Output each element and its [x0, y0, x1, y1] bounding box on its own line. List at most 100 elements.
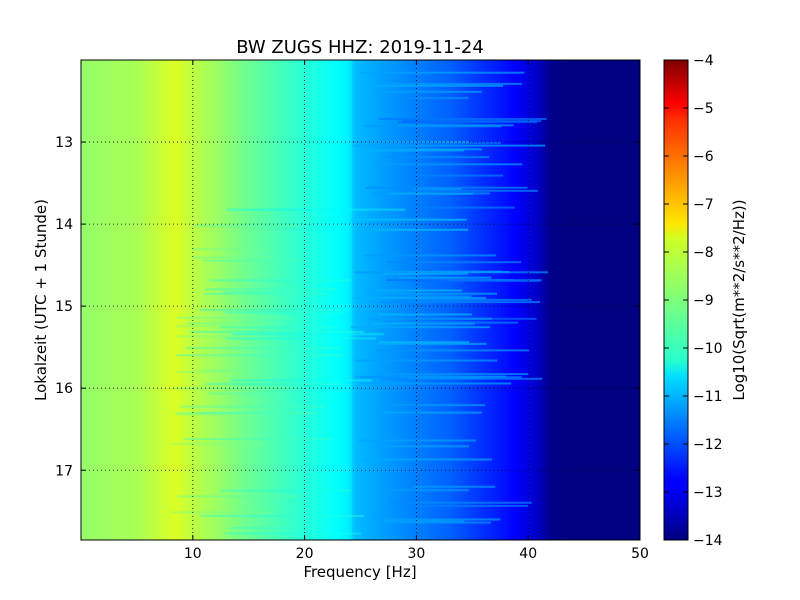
- heatmap-streak: [410, 206, 515, 209]
- heatmap-column: [285, 60, 289, 540]
- heatmap: [81, 60, 640, 540]
- y-tick-label: 16: [55, 381, 73, 397]
- x-axis-label: Frequency [Hz]: [303, 563, 416, 581]
- heatmap-streak: [192, 248, 266, 251]
- heatmap-column: [187, 60, 191, 540]
- y-tick-label: 17: [55, 463, 73, 479]
- y-tick-label: 15: [55, 299, 73, 315]
- colorbar-tick-label: −10: [693, 341, 723, 357]
- heatmap-streak: [171, 511, 274, 514]
- heatmap-column: [156, 60, 160, 540]
- heatmap-column: [122, 60, 127, 540]
- heatmap-column: [290, 60, 295, 540]
- heatmap-column: [240, 60, 244, 540]
- colorbar-tick-label: −5: [693, 101, 714, 117]
- heatmap-streak: [375, 373, 529, 376]
- heatmap-streak: [373, 90, 482, 93]
- heatmap-column: [176, 60, 180, 540]
- heatmap-column: [162, 60, 166, 540]
- heatmap-column: [394, 60, 398, 540]
- y-tick-label: 13: [55, 135, 73, 151]
- heatmap-column: [209, 60, 213, 540]
- heatmap-streak: [400, 189, 538, 192]
- heatmap-column: [296, 60, 300, 540]
- heatmap-column: [254, 60, 258, 540]
- heatmap-streak: [397, 124, 514, 127]
- heatmap-streak: [390, 521, 491, 524]
- heatmap-column: [380, 60, 384, 540]
- heatmap-column: [97, 60, 102, 540]
- heatmap-streak: [176, 335, 260, 338]
- heatmap-column: [108, 60, 113, 540]
- heatmap-column: [94, 60, 99, 540]
- heatmap-column: [206, 60, 211, 540]
- heatmap-streak: [390, 501, 532, 504]
- heatmap-column: [564, 60, 568, 540]
- heatmap-streak: [208, 392, 290, 395]
- colorbar-label: Log10(Sqrt(m**2/s**2/Hz)): [730, 199, 748, 400]
- heatmap-column: [371, 60, 376, 540]
- heatmap-streak: [386, 295, 472, 298]
- heatmap-column: [542, 60, 546, 540]
- heatmap-column: [603, 60, 608, 540]
- heatmap-column: [83, 60, 88, 540]
- heatmap-column: [617, 60, 622, 540]
- heatmap-streak: [352, 297, 487, 300]
- heatmap-column: [170, 60, 174, 540]
- heatmap-streak: [209, 279, 351, 282]
- heatmap-column: [203, 60, 208, 540]
- heatmap-streak: [378, 341, 470, 344]
- heatmap-column: [352, 60, 356, 540]
- heatmap-column: [301, 60, 306, 540]
- heatmap-column: [150, 60, 155, 540]
- heatmap-streak: [202, 259, 305, 262]
- heatmap-column: [620, 60, 624, 540]
- x-tick-label: 20: [296, 546, 314, 562]
- heatmap-column: [533, 60, 538, 540]
- heatmap-streak: [352, 144, 546, 147]
- heatmap-column: [329, 60, 334, 540]
- heatmap-streak: [358, 439, 476, 442]
- heatmap-column: [117, 60, 121, 540]
- heatmap-streak: [177, 413, 254, 416]
- heatmap-streak: [369, 149, 464, 152]
- heatmap-column: [89, 60, 93, 540]
- heatmap-column: [550, 60, 554, 540]
- colorbar-tick-label: −7: [693, 197, 714, 213]
- heatmap-column: [192, 60, 197, 540]
- heatmap-column: [586, 60, 591, 540]
- heatmap-streak: [383, 272, 469, 275]
- heatmap-column: [561, 60, 566, 540]
- heatmap-streak: [382, 411, 482, 414]
- plot-frame: [80, 59, 641, 541]
- heatmap-column: [623, 60, 627, 540]
- heatmap-streak: [412, 485, 496, 488]
- gridlines: [81, 60, 640, 540]
- heatmap-streak: [220, 326, 340, 329]
- y-axis: 13 14 15 16 17: [55, 135, 640, 479]
- heatmap-streak: [233, 383, 311, 386]
- heatmap-column: [167, 60, 172, 540]
- plot-area: [81, 60, 640, 540]
- heatmap-column: [539, 60, 543, 540]
- heatmap-column: [377, 60, 381, 540]
- heatmap-streak: [371, 518, 501, 521]
- heatmap-column: [131, 60, 135, 540]
- heatmap-column: [181, 60, 186, 540]
- heatmap-column: [310, 60, 314, 540]
- colorbar-tick-label: −11: [693, 389, 723, 405]
- heatmap-streak: [171, 442, 266, 445]
- heatmap-column: [198, 60, 202, 540]
- colorbar-tick-label: −4: [693, 53, 714, 69]
- heatmap-column: [572, 60, 577, 540]
- heatmap-column: [589, 60, 594, 540]
- colorbar-tick-label: −6: [693, 149, 714, 165]
- heatmap-streak: [374, 84, 503, 87]
- heatmap-column: [273, 60, 278, 540]
- heatmap-streak: [177, 316, 291, 319]
- heatmap-streak: [393, 148, 482, 151]
- heatmap-column: [276, 60, 281, 540]
- heatmap-column: [366, 60, 370, 540]
- heatmap-column: [598, 60, 602, 540]
- heatmap-streak: [376, 349, 529, 352]
